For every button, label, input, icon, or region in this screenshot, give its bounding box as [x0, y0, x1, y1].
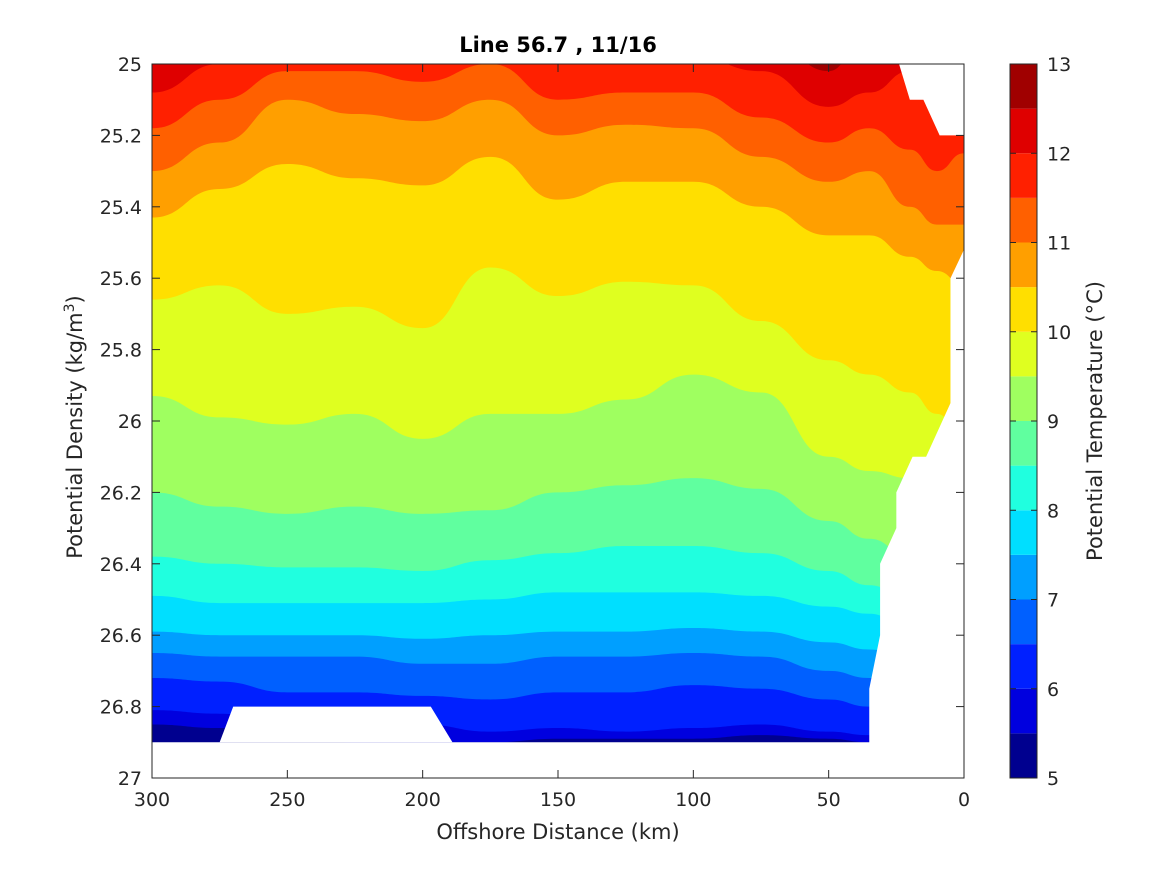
x-tick-label: 100 [675, 789, 711, 811]
colorbar-label: Potential Temperature (°C) [1083, 281, 1107, 561]
chart-title: Line 56.7 , 11/16 [459, 33, 657, 57]
colorbar-segment [1010, 242, 1037, 288]
x-axis-ticks: 300 250 200 150 100 50 0 [134, 64, 970, 811]
colorbar-tick-label: 13 [1047, 54, 1071, 76]
x-axis-label: Offshore Distance (km) [436, 820, 679, 844]
y-axis-label: Potential Density (kg/m3) [62, 295, 87, 559]
y-tick-label: 26.6 [100, 625, 142, 647]
colorbar-segment [1010, 733, 1037, 778]
colorbar-segment [1010, 331, 1037, 377]
masked-bottom-gap [219, 706, 453, 743]
y-axis-ticks: 25 25.2 25.4 25.6 25.8 26 26.2 26.4 26.6 26.8 27 [100, 54, 964, 790]
x-tick-label: 300 [134, 789, 170, 811]
colorbar-segment [1010, 376, 1037, 421]
plot-area [152, 64, 964, 778]
colorbar-segment [1010, 64, 1037, 109]
colorbar-tick-label: 7 [1047, 590, 1059, 612]
colorbar-segment [1010, 197, 1037, 243]
x-tick-label: 50 [817, 789, 841, 811]
colorbar-tick-label: 9 [1047, 411, 1059, 433]
colorbar-tick-label: 10 [1047, 322, 1071, 344]
colorbar-segment [1010, 644, 1037, 689]
colorbar-ticks: 5 6 7 8 9 10 11 12 13 [1010, 54, 1071, 790]
y-tick-label: 25.6 [100, 268, 142, 290]
colorbar-tick-label: 11 [1047, 233, 1071, 255]
colorbar-segment [1010, 287, 1037, 332]
masked-coastal-edge [869, 64, 964, 778]
colorbar-segment [1010, 554, 1037, 600]
colorbar [1009, 63, 1038, 779]
colorbar-segment [1010, 599, 1037, 645]
y-tick-label: 25.8 [100, 340, 142, 362]
y-tick-label: 25.4 [100, 197, 142, 219]
y-tick-label: 26.4 [100, 554, 142, 576]
colorbar-tick-label: 12 [1047, 143, 1071, 165]
colorbar-segment [1010, 465, 1037, 511]
y-tick-label: 26 [118, 411, 142, 433]
colorbar-tick-label: 8 [1047, 500, 1059, 522]
x-tick-label: 200 [405, 789, 441, 811]
masked-below-data [152, 742, 964, 778]
colorbar-segment [1010, 688, 1037, 734]
y-tick-label: 25 [118, 54, 142, 76]
y-tick-label: 26.2 [100, 482, 142, 504]
colorbar-tick-label: 6 [1047, 679, 1059, 701]
y-axis-label-main: Potential Density (kg/m [63, 312, 87, 558]
y-tick-label: 26.8 [100, 697, 142, 719]
x-tick-label: 0 [958, 789, 970, 811]
colorbar-segment [1010, 510, 1037, 555]
colorbar-segment [1010, 108, 1037, 154]
colorbar-segment [1010, 421, 1037, 466]
x-tick-label: 250 [269, 789, 305, 811]
y-axis-label-sup: 3 [62, 303, 78, 312]
y-tick-label: 27 [118, 768, 142, 790]
x-tick-label: 150 [540, 789, 576, 811]
masked-regions [152, 64, 964, 778]
colorbar-segment [1010, 153, 1037, 198]
y-tick-label: 25.2 [100, 125, 142, 147]
colorbar-tick-label: 5 [1047, 768, 1059, 790]
y-axis-label-end: ) [63, 295, 87, 303]
